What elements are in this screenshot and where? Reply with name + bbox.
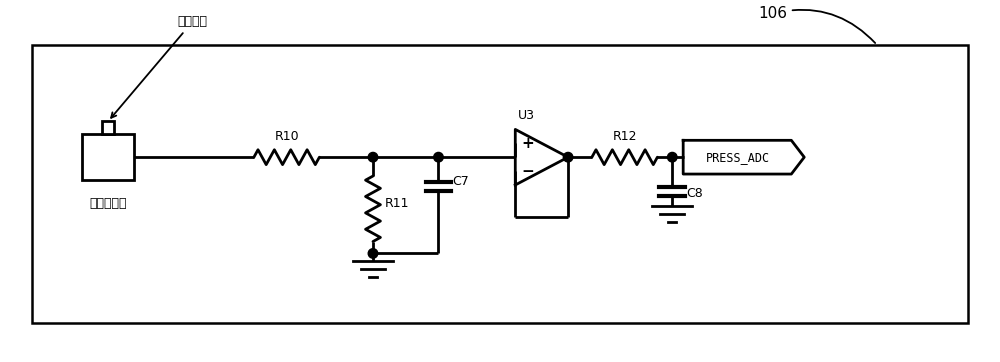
Text: PRESS_ADC: PRESS_ADC xyxy=(706,151,770,164)
Text: −: − xyxy=(521,164,534,178)
FancyBboxPatch shape xyxy=(102,122,114,134)
Text: 106: 106 xyxy=(758,6,875,43)
FancyBboxPatch shape xyxy=(82,134,134,180)
Text: U3: U3 xyxy=(518,109,535,122)
Text: 气路接口: 气路接口 xyxy=(111,15,207,118)
Circle shape xyxy=(368,249,378,258)
Circle shape xyxy=(368,152,378,162)
Text: 压力传感器: 压力传感器 xyxy=(89,197,127,210)
Text: R12: R12 xyxy=(612,130,637,143)
Text: R11: R11 xyxy=(385,197,409,210)
Text: C7: C7 xyxy=(452,176,469,189)
Text: C8: C8 xyxy=(686,188,703,201)
FancyBboxPatch shape xyxy=(32,45,968,323)
Text: R10: R10 xyxy=(274,130,299,143)
Text: +: + xyxy=(521,136,534,151)
Circle shape xyxy=(563,152,573,162)
Circle shape xyxy=(434,152,443,162)
Circle shape xyxy=(668,152,677,162)
